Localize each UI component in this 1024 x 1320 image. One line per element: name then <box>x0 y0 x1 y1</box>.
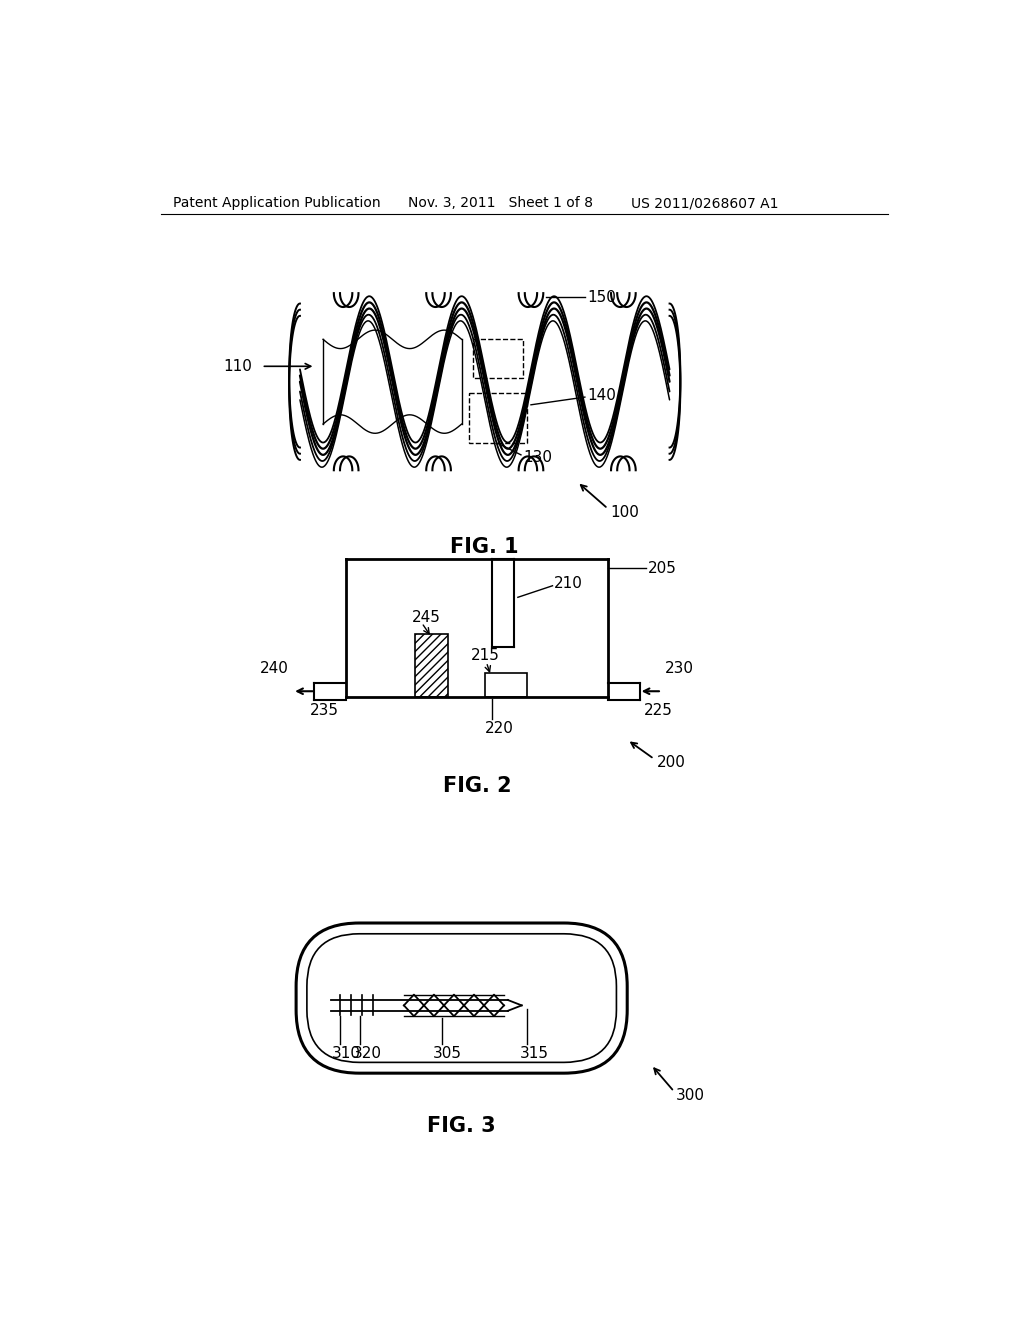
Text: Patent Application Publication: Patent Application Publication <box>173 197 381 210</box>
Text: 230: 230 <box>665 661 694 676</box>
Text: 150: 150 <box>587 289 616 305</box>
Text: 200: 200 <box>656 755 685 771</box>
Text: 225: 225 <box>643 704 672 718</box>
Text: 140: 140 <box>587 388 616 403</box>
Bar <box>473 339 523 378</box>
Bar <box>416 635 447 697</box>
FancyBboxPatch shape <box>307 933 616 1063</box>
Text: 320: 320 <box>352 1045 381 1061</box>
Text: 300: 300 <box>676 1088 705 1104</box>
Text: 315: 315 <box>519 1045 549 1061</box>
Text: US 2011/0268607 A1: US 2011/0268607 A1 <box>631 197 778 210</box>
Text: 130: 130 <box>523 450 552 465</box>
Text: 305: 305 <box>433 1045 462 1061</box>
Text: 245: 245 <box>412 610 440 624</box>
Text: 100: 100 <box>610 506 639 520</box>
Text: 310: 310 <box>333 1045 361 1061</box>
Bar <box>469 393 527 444</box>
Text: 210: 210 <box>554 576 583 591</box>
Text: 215: 215 <box>471 648 500 664</box>
Text: FIG. 2: FIG. 2 <box>442 776 511 796</box>
Text: 205: 205 <box>648 561 677 576</box>
Text: Nov. 3, 2011   Sheet 1 of 8: Nov. 3, 2011 Sheet 1 of 8 <box>408 197 593 210</box>
Text: 110: 110 <box>223 359 252 374</box>
Text: FIG. 1: FIG. 1 <box>451 537 519 557</box>
Bar <box>484 673 527 697</box>
Text: 235: 235 <box>309 704 339 718</box>
Text: 220: 220 <box>484 721 514 735</box>
Text: FIG. 3: FIG. 3 <box>427 1117 496 1137</box>
Text: 240: 240 <box>260 661 289 676</box>
FancyBboxPatch shape <box>296 923 628 1073</box>
